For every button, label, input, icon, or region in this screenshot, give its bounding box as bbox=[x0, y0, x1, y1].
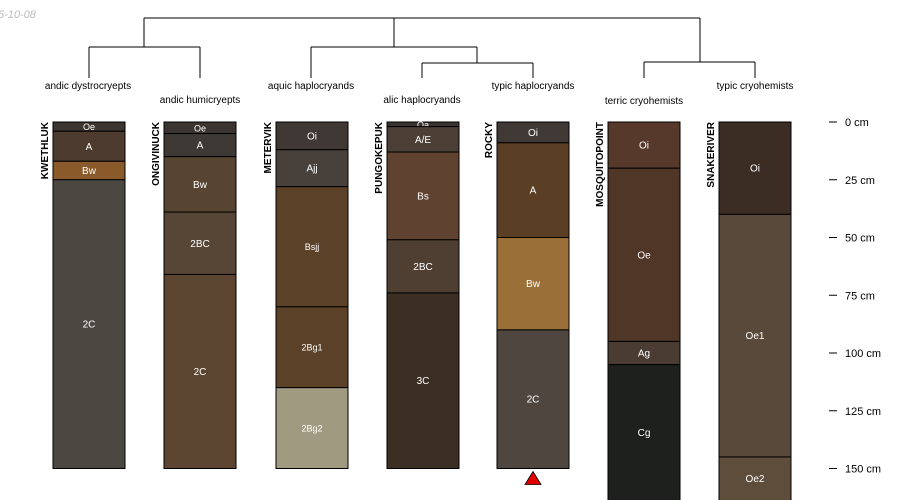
horizon-label: A bbox=[86, 142, 93, 153]
horizon-label: 2Bg2 bbox=[301, 424, 322, 434]
profile-name: SNAKERIVER bbox=[706, 121, 717, 187]
horizon-label: Ag bbox=[638, 349, 650, 360]
profile-name: ONGIVINUCK bbox=[151, 121, 162, 186]
taxon-label: andic humicryepts bbox=[160, 95, 241, 106]
horizon-oe2 bbox=[718, 456, 792, 500]
horizon-cg bbox=[607, 364, 681, 500]
horizon-label: 2C bbox=[527, 395, 540, 406]
horizon-label: 3C bbox=[417, 376, 430, 387]
horizon-3c bbox=[386, 292, 460, 469]
horizon-a-e bbox=[386, 126, 460, 153]
horizon-2c bbox=[52, 179, 126, 469]
horizon-label: Oe bbox=[637, 250, 651, 261]
profile-name: MOSQUITOPOINT bbox=[595, 122, 606, 207]
depth-tick-label: 75 cm bbox=[845, 290, 875, 302]
soil-profiles: KWETHLUK Oe A Bw 2C ONGIVINUCK Oe A Bw 2BC 2C METER… bbox=[40, 120, 792, 500]
profile-name: KWETHLUK bbox=[40, 121, 51, 179]
depth-tick-label: 125 cm bbox=[845, 406, 881, 418]
horizon-label: Oe2 bbox=[746, 474, 765, 485]
depth-tick-label: 150 cm bbox=[845, 464, 881, 476]
horizon-label: Cg bbox=[638, 428, 651, 439]
horizon-2c bbox=[163, 273, 237, 469]
horizon-oi bbox=[718, 121, 792, 215]
depth-tick-label: 100 cm bbox=[845, 348, 881, 360]
dendrogram bbox=[88, 17, 756, 78]
horizon-oe1 bbox=[718, 213, 792, 458]
horizon-label: 2BC bbox=[190, 239, 209, 250]
marker-triangle-icon bbox=[524, 470, 542, 485]
profile-name: PUNGOKEPUK bbox=[374, 121, 385, 193]
horizon-2bc bbox=[163, 211, 237, 275]
taxon-label: typic cryohemists bbox=[717, 81, 794, 92]
taxon-label: alic haplocryands bbox=[383, 95, 460, 106]
depth-tick-label: 0 cm bbox=[845, 117, 869, 129]
corner-date-text: 5-10-08 bbox=[0, 9, 37, 21]
profile-ongivinuck: ONGIVINUCK Oe A Bw 2BC 2C bbox=[151, 121, 237, 469]
horizon-label: 2C bbox=[194, 367, 207, 378]
horizon-label: A bbox=[197, 141, 204, 152]
taxon-label: andic dystrocryepts bbox=[45, 81, 131, 92]
profile-snakeriver: SNAKERIVER Oi Oe1 Oe2 bbox=[706, 121, 792, 500]
horizon-label: A/E bbox=[415, 135, 431, 146]
horizon-label: Oa bbox=[417, 120, 429, 130]
horizon-bw bbox=[163, 156, 237, 213]
depth-tick-label: 25 cm bbox=[845, 175, 875, 187]
horizon-label: 2Bg1 bbox=[301, 343, 322, 353]
horizon-label: 2C bbox=[83, 320, 96, 331]
profile-mosquitopoint: MOSQUITOPOINT Oi Oe Ag Cg bbox=[595, 121, 681, 500]
depth-axis: 0 cm 25 cm 50 cm 75 cm 100 cm 125 cm 150 cm bbox=[829, 117, 881, 476]
taxon-label: typic haplocryands bbox=[492, 81, 575, 92]
profile-name: ROCKY bbox=[484, 122, 495, 158]
profile-kwethluk: KWETHLUK Oe A Bw 2C bbox=[40, 121, 126, 469]
horizon-2bg2 bbox=[275, 387, 349, 469]
horizon-label: Oi bbox=[750, 164, 760, 175]
horizon-label: Oe bbox=[83, 122, 95, 132]
horizon-oe bbox=[607, 167, 681, 342]
horizon-label: Oe bbox=[194, 123, 206, 133]
horizon-label: Bw bbox=[526, 279, 541, 290]
horizon-label: Oi bbox=[639, 141, 649, 152]
horizon-label: Oi bbox=[528, 128, 538, 139]
horizon-label: Bw bbox=[82, 166, 97, 177]
profile-rocky: ROCKY Oi A Bw 2C bbox=[484, 121, 570, 485]
horizon-label: Bw bbox=[193, 180, 208, 191]
horizon-bsjj bbox=[275, 186, 349, 308]
horizon-label: 2BC bbox=[413, 262, 432, 273]
horizon-bs bbox=[386, 151, 460, 241]
taxon-label: terric cryohemists bbox=[605, 96, 683, 107]
horizon-label: Bsjj bbox=[305, 242, 320, 252]
horizon-label: Oe1 bbox=[746, 331, 765, 342]
horizon-oi bbox=[607, 121, 681, 169]
horizon-ajj bbox=[275, 149, 349, 188]
horizon-2c bbox=[496, 329, 570, 469]
profile-name: METERVIK bbox=[263, 121, 274, 173]
horizon-label: Oi bbox=[307, 131, 317, 142]
horizon-a bbox=[496, 142, 570, 238]
depth-tick-label: 50 cm bbox=[845, 233, 875, 245]
taxon-labels: andic dystrocryepts andic humicryepts aqui… bbox=[45, 81, 793, 107]
horizon-oi bbox=[275, 121, 349, 151]
horizon-label: Bs bbox=[417, 191, 429, 202]
taxon-label: aquic haplocryands bbox=[268, 81, 354, 92]
horizon-label: A bbox=[530, 186, 537, 197]
profile-pungokepuk: PUNGOKEPUK Oa A/E Bs 2BC 3C bbox=[374, 120, 460, 469]
horizon-label: Ajj bbox=[306, 164, 317, 175]
horizon-bw bbox=[496, 237, 570, 331]
profile-metervik: METERVIK Oi Ajj Bsjj 2Bg1 2Bg2 bbox=[263, 121, 349, 469]
